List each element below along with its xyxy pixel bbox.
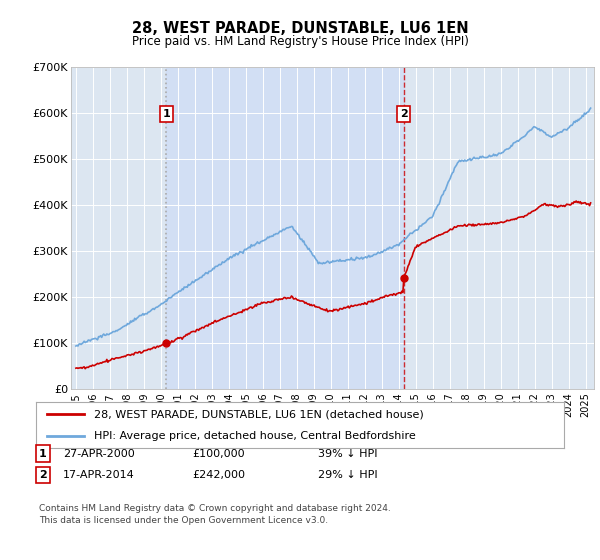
- Text: 1: 1: [39, 449, 47, 459]
- Text: 39% ↓ HPI: 39% ↓ HPI: [318, 449, 377, 459]
- Text: £242,000: £242,000: [192, 470, 245, 480]
- Text: 1: 1: [163, 109, 170, 119]
- Text: 2: 2: [39, 470, 47, 480]
- Text: 28, WEST PARADE, DUNSTABLE, LU6 1EN: 28, WEST PARADE, DUNSTABLE, LU6 1EN: [131, 21, 469, 36]
- Text: 28, WEST PARADE, DUNSTABLE, LU6 1EN (detached house): 28, WEST PARADE, DUNSTABLE, LU6 1EN (det…: [94, 409, 424, 419]
- Text: 29% ↓ HPI: 29% ↓ HPI: [318, 470, 377, 480]
- Text: HPI: Average price, detached house, Central Bedfordshire: HPI: Average price, detached house, Cent…: [94, 431, 416, 441]
- Text: 2: 2: [400, 109, 407, 119]
- Text: 27-APR-2000: 27-APR-2000: [63, 449, 135, 459]
- Text: £100,000: £100,000: [192, 449, 245, 459]
- Text: Price paid vs. HM Land Registry's House Price Index (HPI): Price paid vs. HM Land Registry's House …: [131, 35, 469, 48]
- Text: 17-APR-2014: 17-APR-2014: [63, 470, 135, 480]
- Text: Contains HM Land Registry data © Crown copyright and database right 2024.
This d: Contains HM Land Registry data © Crown c…: [39, 504, 391, 525]
- Bar: [166, 67, 404, 389]
